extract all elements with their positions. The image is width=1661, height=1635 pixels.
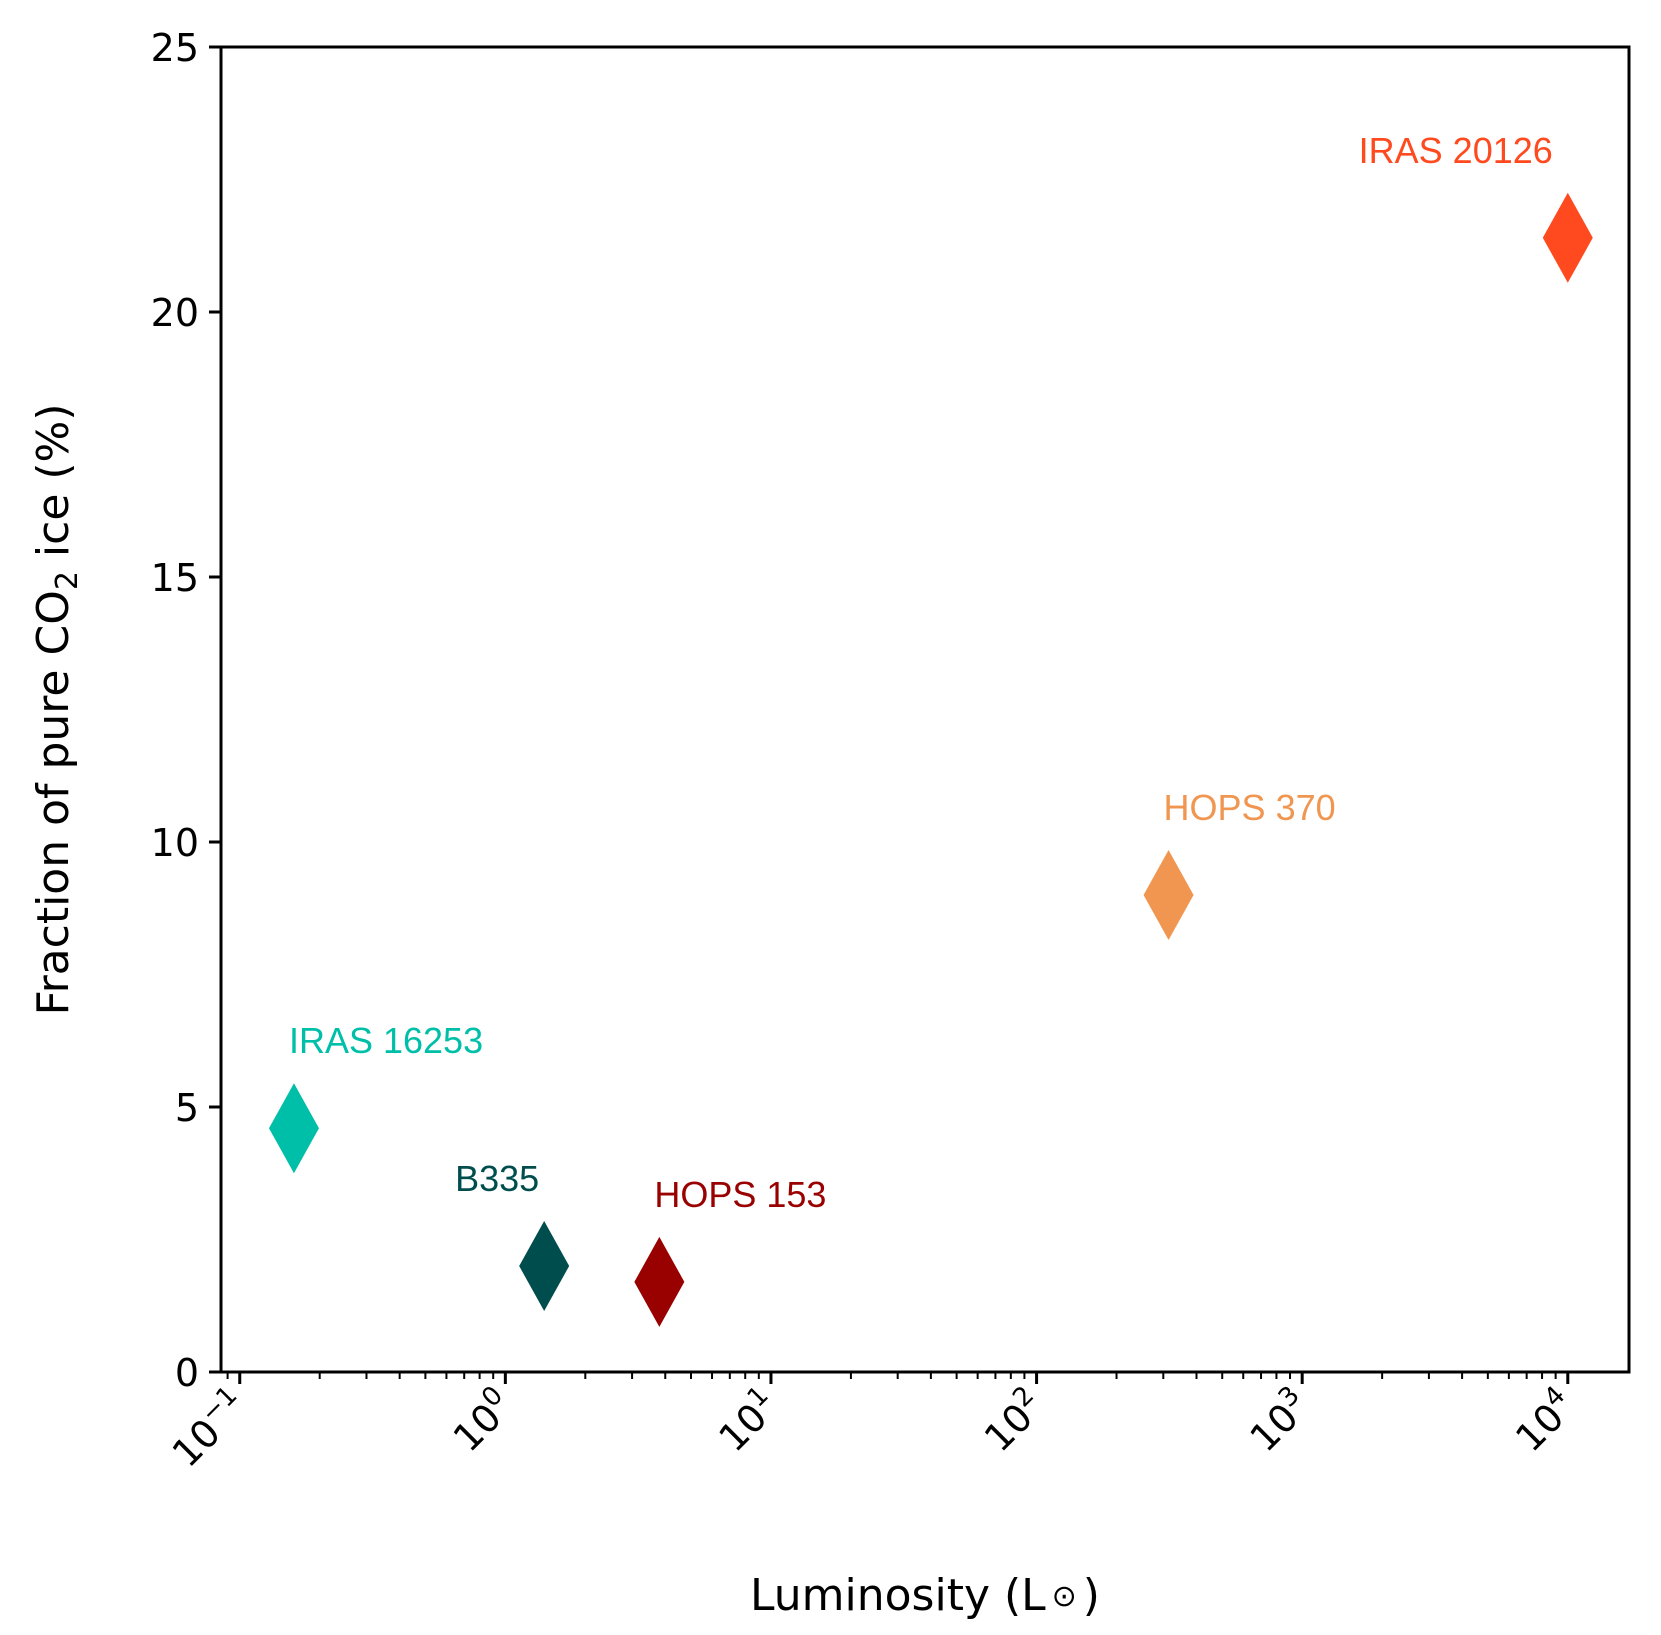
x-axis-title-text: Luminosity (L xyxy=(750,1570,1046,1621)
x-axis-title-sun-symbol: ⊙ xyxy=(1052,1579,1077,1614)
x-tick-label: 101 xyxy=(707,1380,787,1460)
data-point-marker xyxy=(634,1236,685,1327)
data-point-label: HOPS 370 xyxy=(1164,787,1336,828)
data-point-label: IRAS 16253 xyxy=(289,1020,483,1061)
data-point-label: IRAS 20126 xyxy=(1359,130,1553,171)
x-axis-title: Luminosity (L ⊙) xyxy=(750,1570,1100,1621)
y-tick-label: 10 xyxy=(151,821,199,865)
plot-frame xyxy=(219,45,1631,1374)
y-axis-title: Fraction of pure CO2 ice (%) xyxy=(28,403,85,1015)
data-point-marker xyxy=(1542,192,1593,283)
data-point-marker xyxy=(519,1221,570,1311)
y-tick-label: 15 xyxy=(151,556,199,600)
y-axis-title-suffix: ice (%) xyxy=(28,403,79,571)
y-axis-title-subscript: 2 xyxy=(50,571,85,590)
data-point-marker xyxy=(1143,850,1194,940)
y-tick-label: 5 xyxy=(175,1086,199,1130)
x-tick-label: 100 xyxy=(442,1380,522,1460)
y-axis-title-text: Fraction of pure CO xyxy=(28,590,79,1015)
x-tick-label: 102 xyxy=(973,1380,1053,1460)
y-tick-label: 20 xyxy=(151,291,199,335)
y-tick-label: 0 xyxy=(175,1351,199,1395)
x-axis-title-close: ) xyxy=(1083,1570,1100,1621)
data-point-marker xyxy=(268,1083,319,1174)
y-tick-label: 25 xyxy=(151,26,199,70)
data-point-label: B335 xyxy=(455,1158,539,1199)
x-tick-label: 103 xyxy=(1239,1380,1319,1460)
y-axis-ticks: 0 5 10 15 20 25 xyxy=(151,26,221,1395)
data-point-label: HOPS 153 xyxy=(654,1174,826,1215)
data-points: IRAS 16253 B335 HOPS 153 HOPS 370 IRAS 20126 xyxy=(268,130,1593,1327)
x-axis-ticks: 10−1 100 101 102 103 104 xyxy=(164,1372,1584,1476)
x-tick-label: 104 xyxy=(1504,1380,1584,1460)
